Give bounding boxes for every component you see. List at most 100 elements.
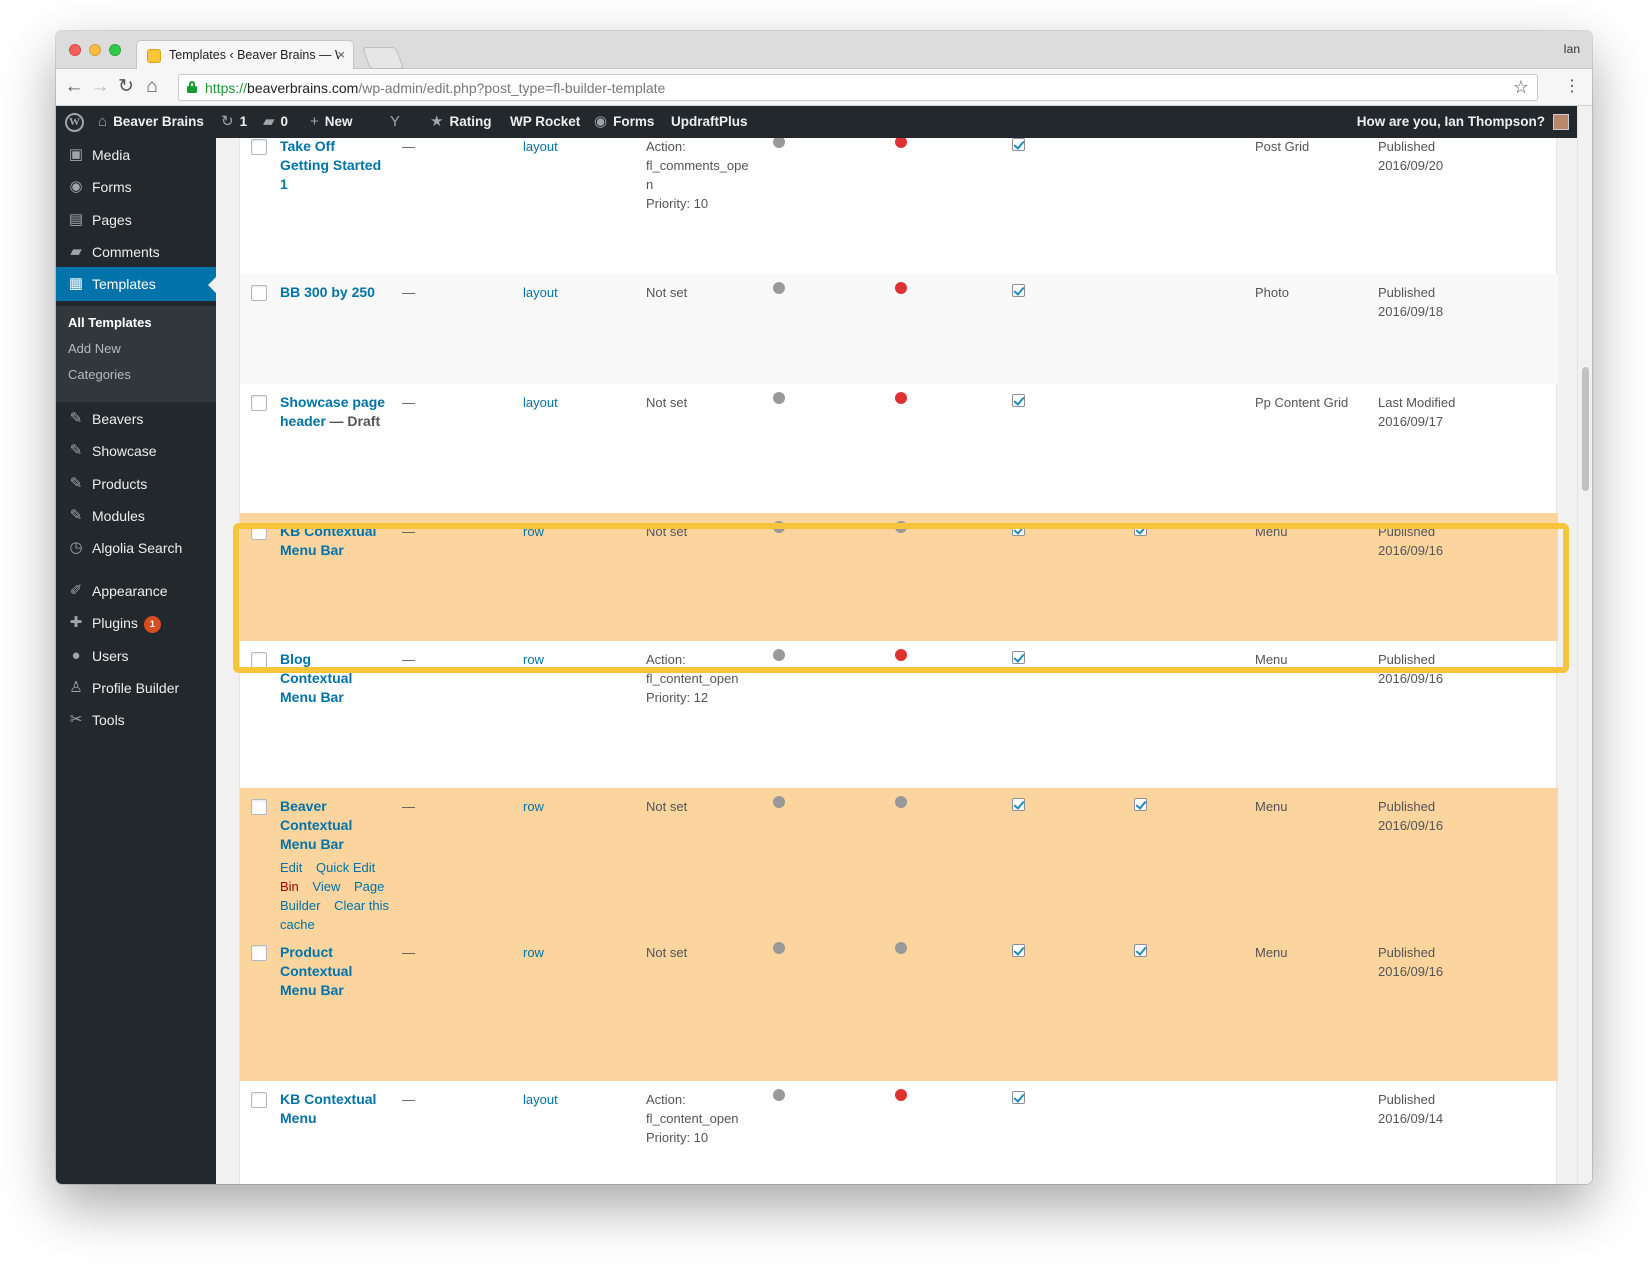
- home-icon: ⌂: [98, 113, 108, 130]
- row-select-checkbox[interactable]: [251, 945, 267, 961]
- template-title-link[interactable]: Menu Bar: [280, 689, 344, 705]
- bookmark-star-icon[interactable]: ☆: [1512, 77, 1529, 97]
- sidebar-item-1[interactable]: ◉ Forms: [56, 170, 216, 204]
- home-icon[interactable]: ⌂: [146, 76, 158, 97]
- action-cell: Not set: [646, 393, 761, 412]
- sidebar-item-3[interactable]: ▰ Comments: [56, 235, 216, 269]
- sidebar-item-7[interactable]: ✎ Products: [56, 467, 216, 501]
- sidebar-item-label: Profile Builder: [92, 680, 180, 696]
- template-title-link[interactable]: Blog: [280, 651, 312, 667]
- sidebar-item-label: Forms: [92, 179, 132, 195]
- checked-checkbox-icon: [1012, 523, 1025, 536]
- row-select-checkbox[interactable]: [251, 395, 267, 411]
- template-title-link[interactable]: Contextual: [280, 817, 353, 833]
- clear-cache-link[interactable]: Clear this cache: [280, 898, 390, 932]
- rating-link[interactable]: ★ Rating: [430, 113, 492, 130]
- sidebar-item-11[interactable]: ✚ Plugins 1: [56, 606, 216, 640]
- submenu-categories[interactable]: Categories: [68, 367, 131, 382]
- template-title-link[interactable]: Menu Bar: [280, 982, 344, 998]
- minimize-window-button[interactable]: [89, 44, 101, 56]
- site-name-link[interactable]: ⌂ Beaver Brains: [98, 113, 204, 130]
- browser-tab[interactable]: Templates ‹ Beaver Brains — W ×: [136, 40, 354, 70]
- wp-rocket-link[interactable]: WP Rocket: [510, 114, 581, 129]
- new-content-link[interactable]: + New: [310, 113, 353, 130]
- sidebar-item-6[interactable]: ✎ Showcase: [56, 434, 216, 468]
- row-select-checkbox[interactable]: [251, 139, 267, 155]
- browser-menu-icon[interactable]: ⋮: [1564, 78, 1580, 95]
- template-title-link[interactable]: Product: [280, 944, 333, 960]
- template-title-link[interactable]: Menu Bar: [280, 836, 344, 852]
- profile-name[interactable]: Ian: [1563, 42, 1580, 56]
- edit-link[interactable]: Edit: [280, 860, 303, 875]
- template-title-link[interactable]: header: [280, 413, 326, 429]
- row-select-checkbox[interactable]: [251, 1092, 267, 1108]
- row-select-checkbox[interactable]: [251, 652, 267, 668]
- template-title-link[interactable]: Getting Started: [280, 157, 382, 173]
- forms-link[interactable]: ◉ Forms: [594, 113, 655, 130]
- page-builder-link[interactable]: Page Builder: [280, 879, 385, 913]
- reload-icon[interactable]: ↻: [118, 76, 134, 97]
- template-type-link[interactable]: row: [523, 524, 544, 539]
- template-title: KB Contextual Menu: [280, 1090, 398, 1128]
- media-icon: ▣: [68, 146, 84, 163]
- template-title-link[interactable]: Take Off: [280, 138, 335, 154]
- template-type-link[interactable]: row: [523, 945, 544, 960]
- sidebar-item-5[interactable]: ✎ Beavers: [56, 402, 216, 436]
- template-title-link[interactable]: Beaver: [280, 798, 327, 814]
- template-title-link[interactable]: KB Contextual: [280, 1091, 377, 1107]
- template-title-link[interactable]: KB Contextual: [280, 523, 377, 539]
- template-title-link[interactable]: Showcase page: [280, 394, 386, 410]
- submenu-all-templates[interactable]: All Templates: [68, 315, 152, 330]
- action-text: fl_content_open: [646, 671, 739, 686]
- template-type-link[interactable]: layout: [523, 285, 558, 300]
- row-select-checkbox[interactable]: [251, 285, 267, 301]
- admin-sidebar: All Templates Add New Categories ▣ Media ◉…: [56, 138, 216, 1184]
- sidebar-item-8[interactable]: ✎ Modules: [56, 499, 216, 533]
- address-bar[interactable]: https://beaverbrains.com/wp-admin/edit.p…: [178, 74, 1538, 101]
- url-text[interactable]: https://beaverbrains.com/wp-admin/edit.p…: [205, 80, 666, 96]
- updates-link[interactable]: ↻ 1: [221, 113, 248, 130]
- template-type-link[interactable]: row: [523, 652, 544, 667]
- comments-link[interactable]: ▰ 0: [263, 113, 289, 130]
- view-link[interactable]: View: [312, 879, 341, 894]
- sidebar-item-4[interactable]: ▦ Templates: [56, 267, 216, 301]
- template-title-link[interactable]: Menu Bar: [280, 542, 344, 558]
- updraftplus-link[interactable]: UpdraftPlus: [671, 114, 748, 129]
- sidebar-item-10[interactable]: ✐ Appearance: [56, 574, 216, 608]
- tab-close-icon[interactable]: ×: [337, 47, 345, 62]
- new-tab-button[interactable]: [361, 47, 405, 69]
- template-title-link[interactable]: Contextual: [280, 670, 353, 686]
- template-type-link[interactable]: row: [523, 799, 544, 814]
- bin-link[interactable]: Bin: [280, 879, 299, 894]
- sidebar-item-label: Users: [92, 648, 129, 664]
- sidebar-item-9[interactable]: ◷ Algolia Search: [56, 531, 216, 565]
- submenu-add-new[interactable]: Add New: [68, 341, 121, 356]
- scrollbar-thumb[interactable]: [1582, 367, 1589, 491]
- close-window-button[interactable]: [69, 44, 81, 56]
- action-cell: Action: fl_content_open Priority: 12: [646, 650, 761, 707]
- sidebar-item-13[interactable]: ♙ Profile Builder: [56, 671, 216, 705]
- maximize-window-button[interactable]: [109, 44, 121, 56]
- template-title-link[interactable]: Menu: [280, 1110, 317, 1126]
- page-scrollbar[interactable]: [1577, 106, 1592, 1184]
- back-arrow-icon[interactable]: ←: [64, 76, 84, 97]
- sidebar-item-12[interactable]: ● Users: [56, 639, 216, 673]
- action-cell: Not set: [646, 283, 761, 302]
- sidebar-item-0[interactable]: ▣ Media: [56, 138, 216, 172]
- template-type-link[interactable]: layout: [523, 139, 558, 154]
- template-title-link[interactable]: Contextual: [280, 963, 353, 979]
- sidebar-item-14[interactable]: ✂ Tools: [56, 703, 216, 737]
- yoast-link[interactable]: Y: [390, 106, 406, 138]
- template-title-link[interactable]: BB 300 by 250: [280, 284, 375, 300]
- template-type-link[interactable]: layout: [523, 395, 558, 410]
- quick-edit-link[interactable]: Quick Edit: [316, 860, 376, 875]
- avatar[interactable]: [1553, 114, 1569, 130]
- forward-arrow-icon[interactable]: →: [90, 76, 110, 97]
- account-greeting[interactable]: How are you, Ian Thompson?: [1356, 114, 1545, 129]
- template-type-link[interactable]: layout: [523, 1092, 558, 1107]
- template-title-link[interactable]: 1: [280, 176, 288, 192]
- row-select-checkbox[interactable]: [251, 524, 267, 540]
- sidebar-item-2[interactable]: ▤ Pages: [56, 203, 216, 237]
- row-select-checkbox[interactable]: [251, 799, 267, 815]
- wordpress-logo-icon[interactable]: W: [65, 113, 84, 132]
